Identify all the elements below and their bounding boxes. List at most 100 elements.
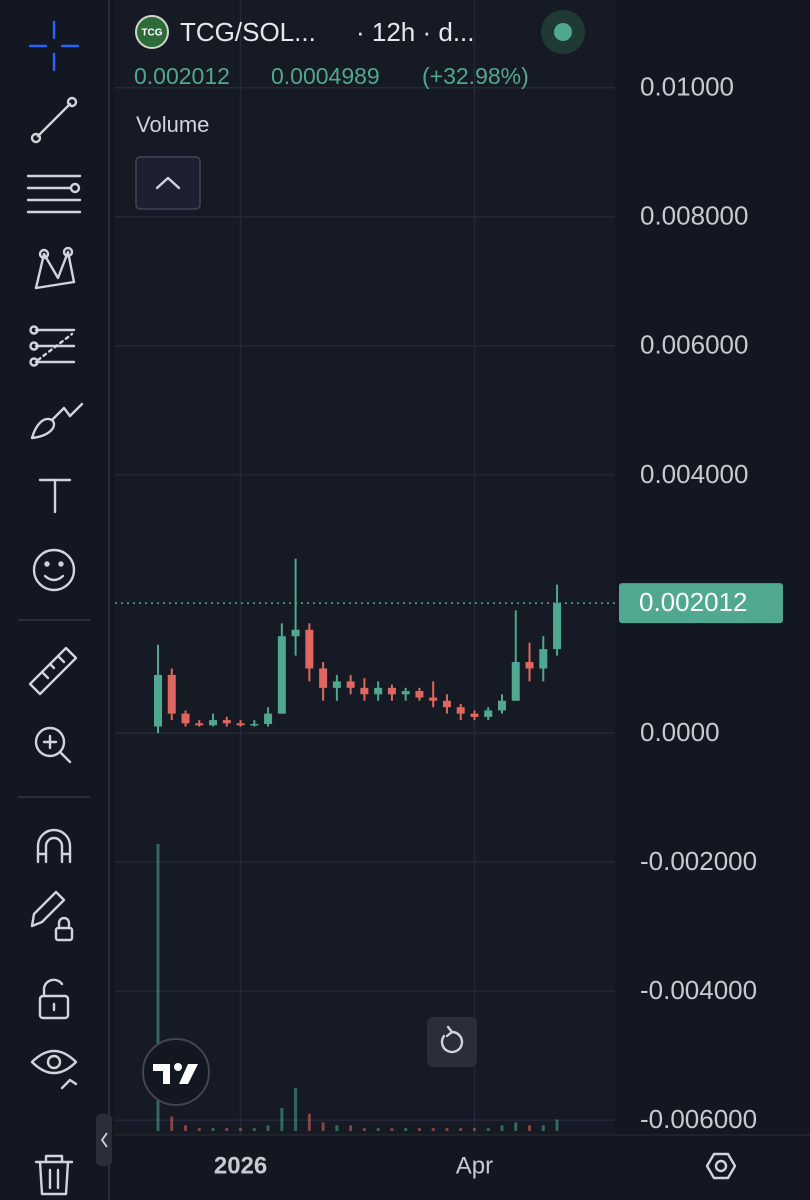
settings-button[interactable] xyxy=(705,1152,737,1180)
grid xyxy=(115,0,615,1135)
drawing-toolbar xyxy=(18,20,90,1196)
volume-bar xyxy=(528,1125,532,1131)
quote-change-percent: (+32.98%) xyxy=(422,63,529,89)
fib-tool[interactable] xyxy=(29,325,76,367)
plot xyxy=(115,558,615,1131)
candle-body xyxy=(181,713,190,724)
toolbar-toggle[interactable] xyxy=(96,1114,112,1166)
indicator-label: Volume xyxy=(136,112,209,137)
volume-bar xyxy=(431,1128,435,1131)
quote-price: 0.002012 xyxy=(134,63,230,89)
lock-drawings-tool[interactable] xyxy=(30,890,74,942)
candle-body xyxy=(250,723,259,726)
candle-body xyxy=(470,713,479,717)
candle-body xyxy=(456,707,465,714)
y-tick-label: 0.008000 xyxy=(640,201,748,231)
volume-bar xyxy=(445,1128,449,1131)
candle-body xyxy=(387,687,396,695)
volume-bar xyxy=(266,1125,270,1131)
collapse-button[interactable] xyxy=(135,156,201,210)
delete-tool[interactable] xyxy=(34,1154,74,1196)
volume-bar xyxy=(349,1125,353,1131)
volume-bar xyxy=(321,1122,325,1131)
ruler-tool[interactable] xyxy=(28,646,78,696)
symbol-name: TCG/SOL... xyxy=(180,17,316,47)
volume-bar xyxy=(184,1125,188,1131)
candle-body xyxy=(222,720,231,724)
volume-bar xyxy=(500,1125,504,1131)
x-tick-label: 2026 xyxy=(214,1152,267,1179)
volume-bar xyxy=(239,1128,243,1131)
tradingview-logo[interactable] xyxy=(142,1038,210,1106)
parallel-lines-tool[interactable] xyxy=(26,174,82,214)
collapse-box xyxy=(135,156,201,210)
logo-dot xyxy=(174,1063,182,1071)
y-tick-label: -0.002000 xyxy=(640,846,757,876)
pattern-tool[interactable] xyxy=(34,246,76,290)
candle-body xyxy=(401,691,410,695)
volume-bar xyxy=(307,1113,311,1131)
last-price-label: 0.002012 xyxy=(639,587,747,617)
candle-body xyxy=(236,723,245,726)
candle-body xyxy=(374,687,383,695)
zoom-tool[interactable] xyxy=(34,726,72,764)
volume-bar xyxy=(555,1119,559,1131)
candle-body xyxy=(429,697,438,701)
candle-body xyxy=(332,681,341,688)
y-tick-label: -0.006000 xyxy=(640,1104,757,1134)
candle-body xyxy=(209,720,218,726)
volume-bar xyxy=(390,1128,394,1131)
volume-bar xyxy=(417,1128,421,1131)
brush-tool[interactable] xyxy=(30,402,84,440)
lock-tool[interactable] xyxy=(38,978,70,1020)
candle-body xyxy=(360,687,369,695)
y-tick-label: 0.01000 xyxy=(640,72,734,102)
volume-bar xyxy=(225,1128,229,1131)
status-dot xyxy=(554,23,572,41)
visibility-tool[interactable] xyxy=(30,1049,78,1090)
emoji-tool[interactable] xyxy=(32,548,76,592)
reset-icon xyxy=(440,1030,464,1054)
candle-body xyxy=(511,662,520,701)
candle-body xyxy=(167,674,176,714)
crosshair-tool[interactable] xyxy=(28,20,80,72)
volume-bar xyxy=(514,1122,518,1131)
x-tick-label: Apr xyxy=(456,1152,493,1179)
candle-body xyxy=(264,713,273,724)
candle-body xyxy=(484,710,493,717)
volume-bar xyxy=(472,1128,476,1131)
toggle-handle xyxy=(96,1114,112,1166)
text-tool[interactable] xyxy=(38,478,72,514)
logo-slash xyxy=(179,1064,198,1084)
candle-body xyxy=(498,700,506,711)
volume-bar xyxy=(404,1128,408,1131)
last-price-tag xyxy=(619,583,783,624)
interval: · 12h · d... xyxy=(356,17,475,47)
reset-box xyxy=(427,1017,477,1067)
y-tick-label: 0.004000 xyxy=(640,459,748,489)
candle-body xyxy=(305,629,314,669)
volume-bar xyxy=(170,1116,174,1131)
candle-body xyxy=(442,700,451,708)
y-tick-label: 0.006000 xyxy=(640,330,748,360)
reset-arrow xyxy=(445,1025,454,1038)
symbol-header[interactable]: TCG TCG/SOL... · 12h · d... xyxy=(135,15,475,49)
reset-chart-button[interactable] xyxy=(427,1017,477,1067)
trend-line-tool[interactable] xyxy=(30,96,78,144)
candle-body xyxy=(415,691,424,698)
toggle-icon xyxy=(100,1132,108,1148)
volume-bar xyxy=(335,1125,339,1131)
candle-body xyxy=(195,723,204,726)
candle-body xyxy=(525,662,534,669)
collapse-icon xyxy=(155,176,181,190)
candle-body xyxy=(154,674,162,727)
quote-change: 0.0004989 xyxy=(271,63,380,89)
volume-bar xyxy=(156,844,160,1131)
volume-bar xyxy=(541,1125,545,1131)
candle-body xyxy=(291,629,300,637)
magnet-tool[interactable] xyxy=(36,828,72,864)
volume-bar xyxy=(459,1128,463,1131)
y-tick-label: 0.0000 xyxy=(640,717,720,747)
